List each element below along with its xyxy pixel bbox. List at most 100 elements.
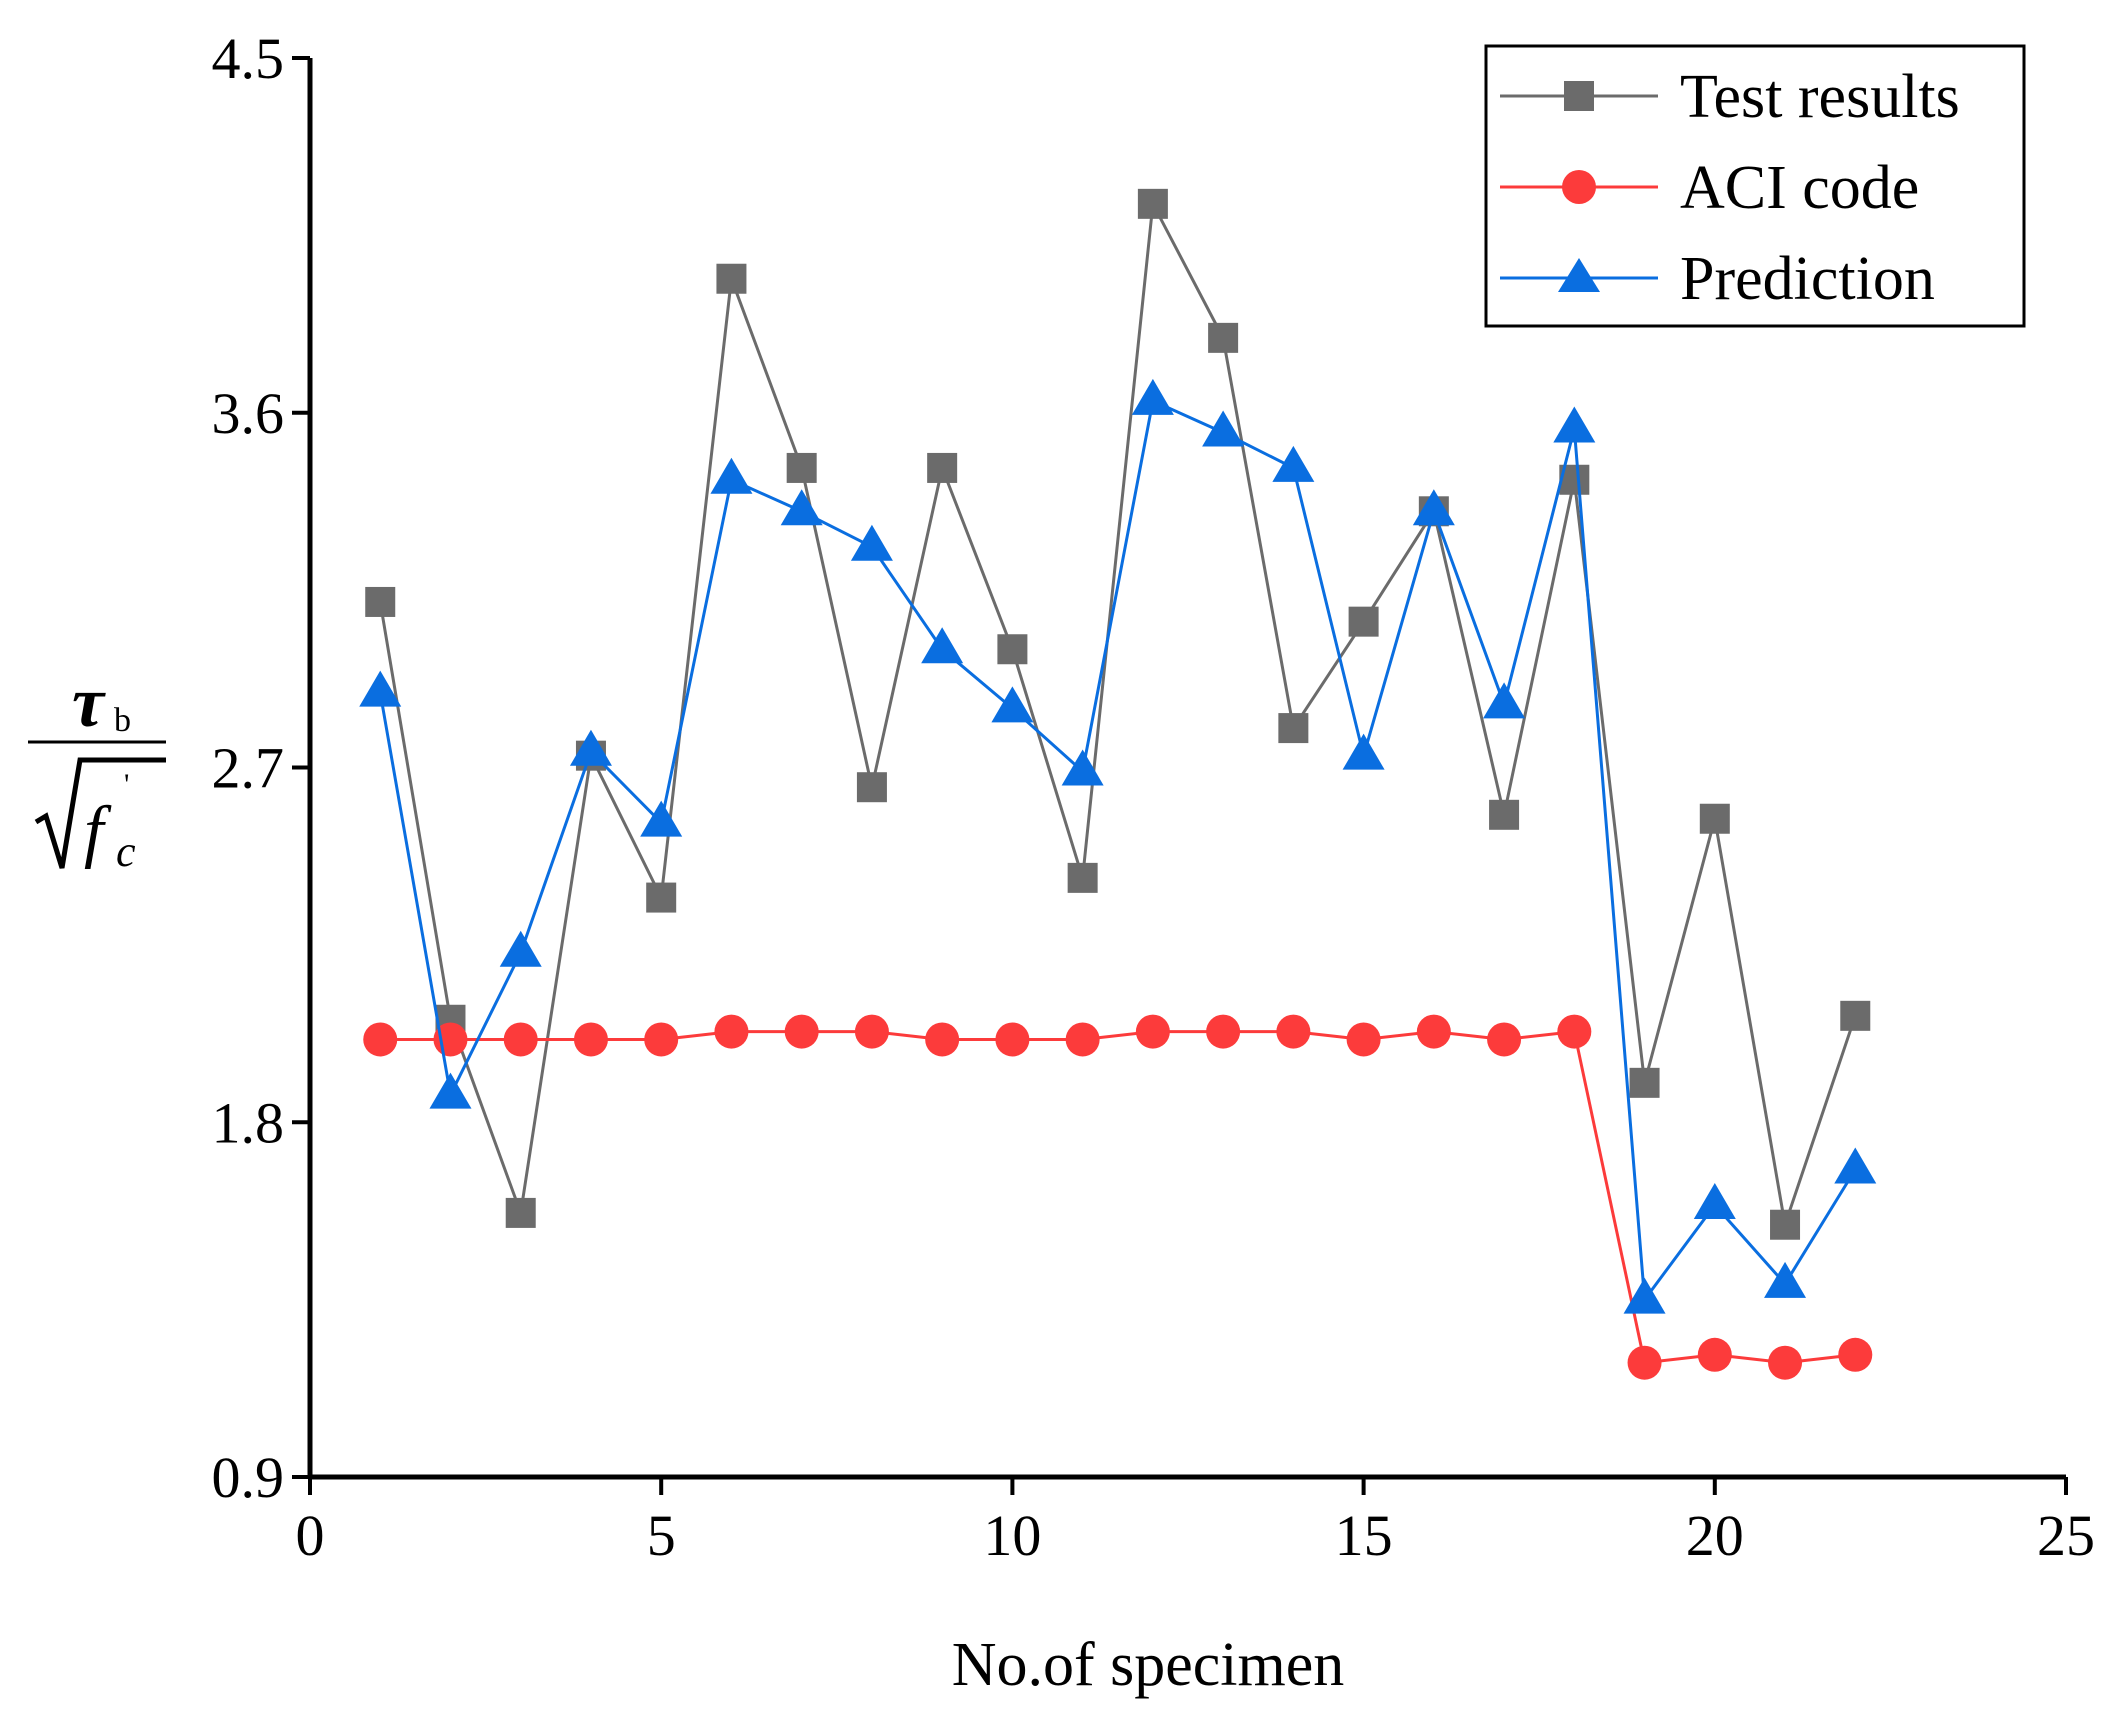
data-point-aci-code xyxy=(995,1022,1030,1057)
y-tick-label: 4.5 xyxy=(212,26,285,91)
x-axis-title: No.of specimen xyxy=(952,1631,1345,1699)
series-line-prediction xyxy=(378,398,1857,1304)
data-point-test-results xyxy=(646,882,677,913)
data-point-prediction xyxy=(710,457,753,494)
data-point-test-results xyxy=(1208,322,1239,353)
data-point-aci-code xyxy=(1697,1337,1732,1372)
data-point-aci-code xyxy=(1416,1014,1451,1049)
data-point-aci-code xyxy=(925,1022,960,1057)
x-tick-label: 15 xyxy=(1335,1503,1393,1568)
legend: Test results ACI code Prediction xyxy=(1484,44,2026,328)
data-point-prediction xyxy=(921,627,964,664)
legend-marker-test-results xyxy=(1564,81,1594,111)
data-point-test-results xyxy=(1840,1000,1871,1031)
y-axis-title-f: f xyxy=(84,793,112,870)
x-tick-label: 10 xyxy=(983,1503,1041,1568)
legend-label-aci-code: ACI code xyxy=(1680,154,1919,222)
series-test-results xyxy=(365,188,1871,1240)
data-point-test-results xyxy=(997,634,1028,665)
data-point-prediction xyxy=(1764,1261,1807,1298)
legend-label-test-results: Test results xyxy=(1680,63,1960,131)
y-axis-title-prime: ' xyxy=(124,768,129,801)
data-point-test-results xyxy=(786,452,817,483)
data-point-prediction xyxy=(640,800,683,837)
y-tick-label: 0.9 xyxy=(212,1445,285,1510)
data-point-prediction xyxy=(1342,733,1385,770)
data-point-prediction xyxy=(991,686,1034,723)
data-point-aci-code xyxy=(1346,1022,1381,1057)
series-prediction xyxy=(359,378,1877,1314)
data-point-prediction xyxy=(780,489,823,526)
legend-marker-prediction xyxy=(1558,258,1600,292)
data-point-aci-code xyxy=(1206,1014,1241,1049)
x-tick-label: 20 xyxy=(1686,1503,1744,1568)
data-point-aci-code xyxy=(503,1022,538,1057)
data-point-prediction xyxy=(569,729,612,766)
legend-entry-test-results: Test results xyxy=(1500,63,1960,131)
data-point-test-results xyxy=(1137,188,1168,219)
data-point-prediction xyxy=(1202,410,1245,447)
data-point-test-results xyxy=(856,772,887,803)
data-point-aci-code xyxy=(1768,1345,1803,1380)
y-axis-title-tau: τ xyxy=(72,662,106,742)
x-tick-label: 25 xyxy=(2037,1503,2095,1568)
series-line-test-results xyxy=(378,198,1857,1226)
y-axis-title-c-subscript: c xyxy=(116,827,136,876)
data-point-prediction xyxy=(1483,682,1526,719)
series-line-aci-code xyxy=(380,1029,1856,1365)
data-point-aci-code xyxy=(1135,1014,1170,1049)
data-point-test-results xyxy=(1348,606,1379,637)
series-layer xyxy=(359,188,1877,1380)
data-point-aci-code xyxy=(363,1022,398,1057)
y-tick-label: 2.7 xyxy=(212,736,285,801)
data-point-prediction xyxy=(1272,445,1315,482)
data-point-test-results xyxy=(1489,799,1520,830)
data-point-aci-code xyxy=(1838,1337,1873,1372)
data-point-prediction xyxy=(1061,749,1104,786)
data-point-prediction xyxy=(1131,378,1174,415)
data-point-test-results xyxy=(1699,803,1730,834)
data-point-aci-code xyxy=(644,1022,679,1057)
data-point-test-results xyxy=(1770,1209,1801,1240)
series-aci-code xyxy=(363,1014,1873,1380)
y-tick-label: 3.6 xyxy=(212,381,285,446)
y-ticks: 0.9 1.8 2.7 3.6 4.5 xyxy=(212,26,310,1510)
data-point-test-results xyxy=(1067,862,1098,893)
x-tick-label: 5 xyxy=(647,1503,676,1568)
x-tick-label: 0 xyxy=(296,1503,325,1568)
data-point-prediction xyxy=(1553,406,1596,443)
data-point-prediction xyxy=(1412,489,1455,526)
data-point-prediction xyxy=(1834,1147,1877,1184)
plot-area: 0 5 10 15 20 25 0.9 1.8 2.7 3.6 4.5 xyxy=(212,26,2096,1568)
data-point-test-results xyxy=(1278,713,1309,744)
data-point-aci-code xyxy=(1557,1014,1592,1049)
data-point-prediction xyxy=(850,524,893,561)
data-point-test-results xyxy=(716,263,747,294)
y-axis-title-sqrt-sign xyxy=(34,757,166,869)
data-point-test-results xyxy=(1629,1067,1660,1098)
data-point-prediction xyxy=(429,1072,472,1109)
data-point-aci-code xyxy=(714,1014,749,1049)
data-point-aci-code xyxy=(1276,1014,1311,1049)
data-point-prediction xyxy=(359,670,402,707)
data-point-test-results xyxy=(927,452,958,483)
legend-label-prediction: Prediction xyxy=(1680,245,1935,313)
legend-entry-prediction: Prediction xyxy=(1500,245,1935,313)
data-point-test-results xyxy=(505,1197,536,1228)
data-point-test-results xyxy=(365,586,396,617)
y-tick-label: 1.8 xyxy=(212,1090,285,1155)
data-point-aci-code xyxy=(1487,1022,1522,1057)
data-point-prediction xyxy=(499,930,542,967)
data-point-aci-code xyxy=(1065,1022,1100,1057)
y-axis-title-tau-subscript: b xyxy=(114,702,131,739)
x-ticks: 0 5 10 15 20 25 xyxy=(296,1477,2095,1568)
data-point-aci-code xyxy=(784,1014,819,1049)
data-point-prediction xyxy=(1693,1183,1736,1220)
data-point-aci-code xyxy=(573,1022,608,1057)
y-axis-title: τ b f c ' xyxy=(28,662,166,876)
legend-entry-aci-code: ACI code xyxy=(1500,154,1919,222)
data-point-aci-code xyxy=(1627,1345,1662,1380)
legend-marker-aci-code xyxy=(1562,170,1596,204)
data-point-aci-code xyxy=(854,1014,889,1049)
